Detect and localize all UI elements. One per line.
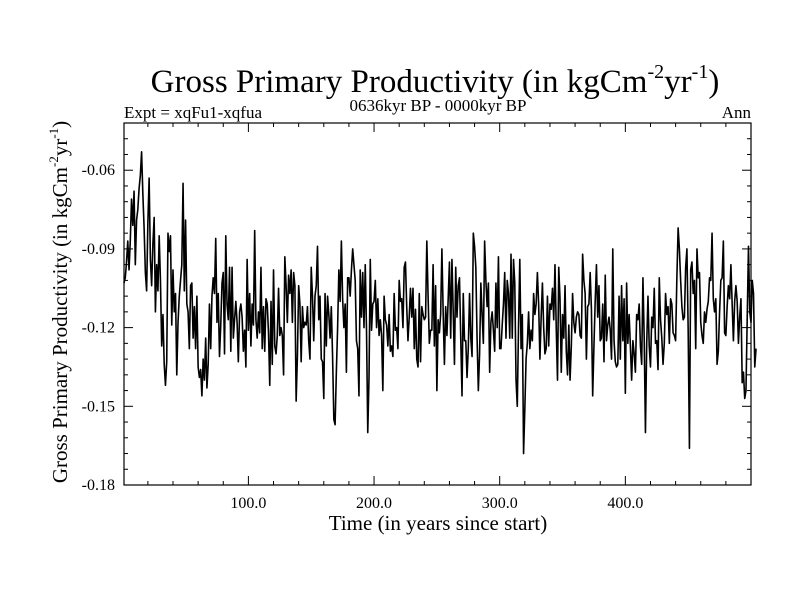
x-tick-label: 400.0: [607, 495, 643, 512]
y-tick-label: -0.09: [82, 241, 115, 258]
chart-title: Gross Primary Productivity (in kgCm-2yr-…: [151, 61, 720, 100]
y-tick-label: -0.15: [82, 398, 115, 415]
y-tick-label: -0.06: [82, 162, 115, 179]
series-line-0: [123, 151, 757, 455]
plot-frame: [123, 122, 752, 486]
subtitle-experiment: Expt = xqFu1-xqfua: [124, 103, 262, 122]
subtitle-season: Ann: [722, 103, 752, 122]
series-layer: [123, 151, 757, 455]
y-tick-label: -0.12: [82, 320, 115, 337]
x-tick-label: 200.0: [356, 495, 392, 512]
x-axis-label: Time (in years since start): [329, 511, 548, 535]
subtitle-period: 0636kyr BP - 0000kyr BP: [350, 96, 527, 115]
x-tick-label: 100.0: [230, 495, 266, 512]
x-tick-label: 300.0: [482, 495, 518, 512]
y-tick-label: -0.18: [82, 477, 115, 494]
y-axis-label: Gross Primary Productivity (in kgCm-2yr-…: [46, 121, 72, 483]
tick-layer: 100.0 200.0 300.0 400.0 -0.18 -0.15 -0.12 -0.09…: [82, 123, 751, 512]
